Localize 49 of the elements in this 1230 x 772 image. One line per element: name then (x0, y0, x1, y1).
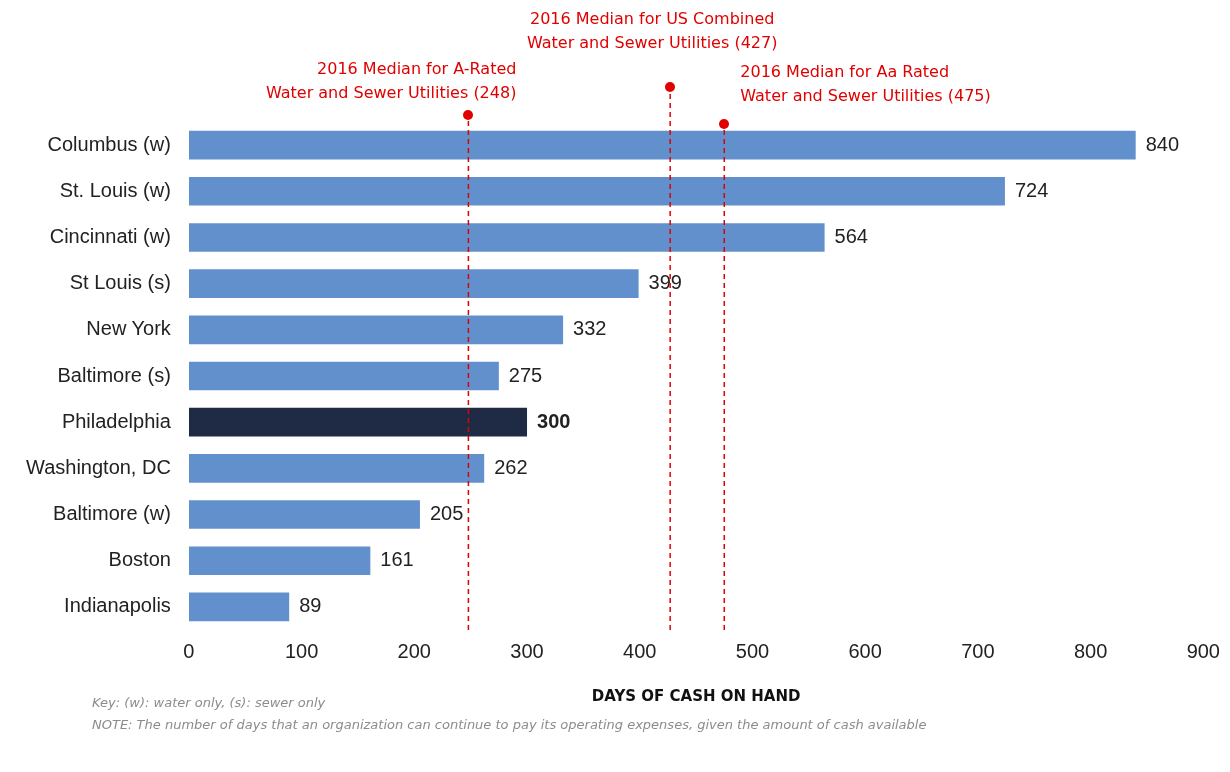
x-tick-label: 100 (284, 639, 319, 662)
y-tick-label: Boston (108, 548, 171, 571)
x-tick-label: 400 (623, 639, 657, 662)
x-tick-label: 0 (183, 639, 195, 662)
text: Key: (w): water only, (s): sewer only (92, 695, 326, 711)
bar (188, 361, 499, 391)
y-tick-label: Indianapolis (64, 594, 171, 617)
data-label: 564 (834, 224, 868, 247)
bar (188, 500, 420, 529)
data-label: 724 (1014, 178, 1049, 201)
data-label: 332 (573, 317, 607, 340)
ref-line-label: 2016 Median for US Combined Water and Sewer Utilities (427) (526, 9, 778, 53)
x-tick-label: 200 (397, 639, 431, 662)
data-label: 399 (648, 271, 682, 294)
y-tick-label: Washington, DC (26, 455, 171, 478)
y-tick-label: New York (86, 317, 172, 340)
y-tick-label: Baltimore (s) (57, 363, 171, 386)
x-tick-label: 300 (510, 639, 544, 662)
data-label: 161 (380, 548, 414, 571)
bar (188, 130, 1136, 160)
x-axis-title: DAYS OF CASH ON HAND (591, 686, 801, 705)
x-tick-label: 900 (1186, 639, 1220, 662)
bar (188, 223, 825, 252)
x-tick-label: 600 (848, 639, 882, 662)
x-tick-label: 700 (961, 639, 995, 662)
data-label: 275 (508, 363, 543, 386)
data-label: 262 (494, 455, 528, 478)
ref-line-label: 2016 Median for A-Rated Water and Sewer Utilities (248) (265, 59, 517, 103)
y-tick-label: Cincinnati (w) (49, 224, 171, 247)
x-tick-label: 800 (1073, 639, 1108, 662)
ref-line-label: 2016 Median for Aa Rated Water and Sewer Utilities (475) (740, 62, 991, 106)
y-tick-label: Columbus (w) (47, 132, 171, 155)
bar (188, 407, 528, 437)
data-label: 840 (1145, 132, 1180, 155)
text: NOTE: The number of days that an organization can continue to pay its operating expenses, given the amount of cash available (92, 717, 927, 733)
bar (188, 454, 485, 483)
y-tick-label: Baltimore (w) (53, 502, 171, 525)
bar (188, 546, 371, 576)
bar (188, 592, 290, 622)
bar (188, 176, 1005, 206)
y-tick-label: St. Louis (w) (59, 178, 171, 201)
y-tick-label: St Louis (s) (69, 271, 171, 294)
data-label: 205 (429, 502, 464, 525)
y-tick-label: Philadelphia (61, 409, 172, 432)
data-label: 89 (299, 594, 322, 617)
bar (188, 315, 564, 345)
x-tick-label: 500 (735, 639, 770, 662)
data-label: 300 (537, 409, 571, 432)
bar (188, 269, 639, 298)
